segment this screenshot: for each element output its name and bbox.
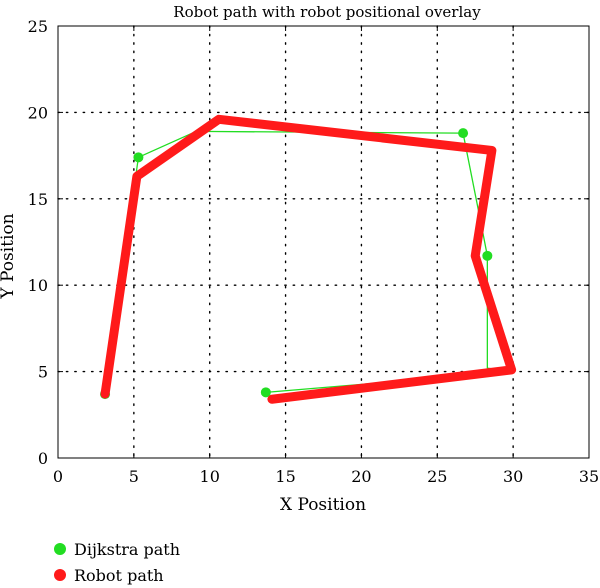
legend-label-dijkstra: Dijkstra path <box>74 539 181 559</box>
dijkstra-path-marker <box>260 387 271 398</box>
x-tick-label: 30 <box>503 467 523 486</box>
robot-path-line <box>100 114 517 404</box>
plot-frame <box>57 25 590 459</box>
legend-marker-dijkstra <box>54 543 66 555</box>
y-tick-label: 5 <box>38 363 48 382</box>
x-tick-label: 25 <box>427 467 447 486</box>
legend-item-dijkstra: Dijkstra path <box>54 536 180 562</box>
axis-ticks: 0 5 10 15 20 25 30 35 0 5 10 15 20 25 <box>28 17 600 486</box>
legend-label-robot: Robot path <box>74 565 164 585</box>
chart-title: Robot path with robot positional overlay <box>173 3 481 21</box>
y-tick-label: 15 <box>28 190 48 209</box>
x-tick-label: 5 <box>129 467 139 486</box>
y-tick-label: 10 <box>28 276 48 295</box>
x-tick-label: 35 <box>579 467 599 486</box>
x-axis-label: X Position <box>280 495 366 515</box>
x-tick-label: 10 <box>200 467 220 486</box>
series-layer <box>100 114 517 404</box>
dijkstra-path-line <box>104 130 514 395</box>
dijkstra-path-marker <box>482 250 493 261</box>
legend-item-robot: Robot path <box>54 562 180 588</box>
dijkstra-path-marker <box>133 152 144 163</box>
x-tick-label: 0 <box>53 467 63 486</box>
y-axis-label: Y Position <box>0 213 18 299</box>
legend: Dijkstra path Robot path <box>54 536 180 588</box>
dijkstra-path-marker <box>458 128 469 139</box>
legend-marker-robot <box>54 569 66 581</box>
y-tick-label: 25 <box>28 17 48 36</box>
y-tick-label: 20 <box>28 103 48 122</box>
x-tick-label: 15 <box>275 467 295 486</box>
y-tick-label: 0 <box>38 449 48 468</box>
x-tick-label: 20 <box>351 467 371 486</box>
